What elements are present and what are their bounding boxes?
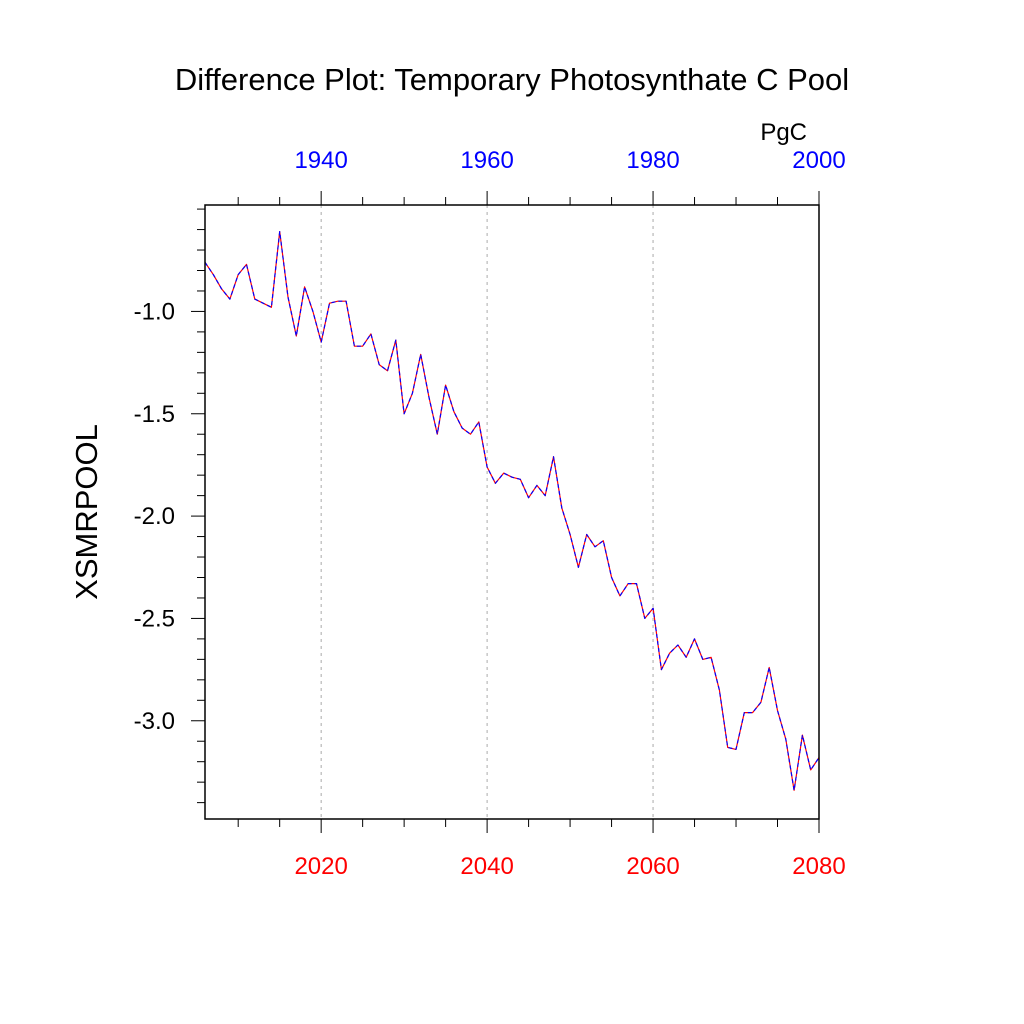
bottom-tick-label: 2080	[792, 853, 845, 880]
left-tick-label: -2.5	[134, 605, 175, 632]
y-axis-label: XSMRPOOL	[69, 424, 104, 600]
bottom-tick-label: 2060	[626, 853, 679, 880]
chart-title: Difference Plot: Temporary Photosynthate…	[175, 62, 849, 97]
left-tick-label: -3.0	[134, 708, 175, 735]
left-tick-label: -1.0	[134, 298, 175, 325]
series-line-red	[204, 231, 820, 791]
bottom-tick-label: 2040	[460, 853, 513, 880]
plot-frame	[204, 204, 820, 820]
units-label: PgC	[760, 119, 807, 146]
axes: 2020 2040 2060 2080 1940 1960 1980 2000 -3.0 -2.5…	[134, 147, 846, 880]
top-tick-label: 2000	[792, 147, 845, 174]
grid-lines	[320, 205, 654, 819]
bottom-tick-label: 2020	[294, 853, 347, 880]
top-tick-label: 1960	[460, 147, 513, 174]
top-tick-label: 1940	[294, 147, 347, 174]
left-tick-label: -1.5	[134, 401, 175, 428]
series-lines	[204, 231, 820, 791]
left-tick-label: -2.0	[134, 503, 175, 530]
top-tick-label: 1980	[626, 147, 679, 174]
series-line-blue-dashed	[204, 231, 820, 791]
